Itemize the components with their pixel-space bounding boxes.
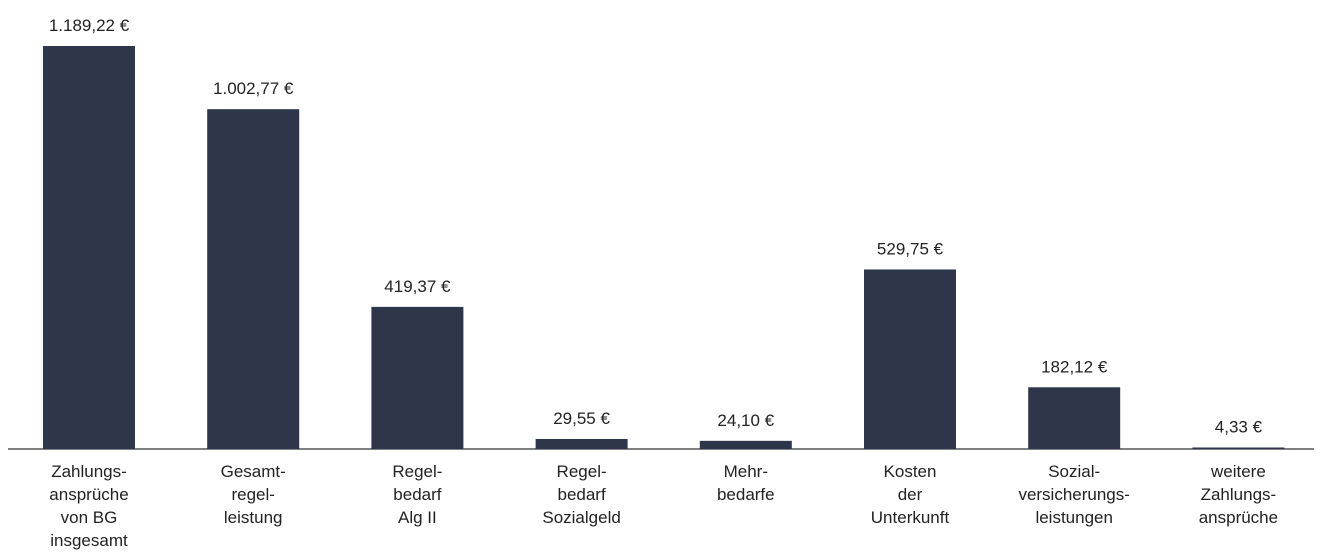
category-label-line: regel- [231,485,274,504]
category-label-line: Kosten [884,462,937,481]
category-label-7: weitere Zahlungs-ansprüche [1199,462,1278,527]
category-label-line: ansprüche [1199,508,1278,527]
category-label-line: bedarf [393,485,441,504]
category-label-line: Regel- [392,462,442,481]
category-label-line: weitere [1210,462,1266,481]
category-label-5: Kosten der Unterkunft [871,462,950,527]
category-label-line: leistungen [1035,508,1113,527]
category-label-line: der [898,485,923,504]
category-label-0: Zahlungs-ansprüche von BG insgesamt [49,462,128,550]
value-label-5: 529,75 € [877,239,944,258]
bar-1 [207,109,300,450]
value-label-7: 4,33 € [1215,418,1263,437]
category-label-line: Alg II [398,508,437,527]
category-label-1: Gesamt-regel-leistung [221,462,286,527]
bar-2 [371,306,464,449]
category-label-line: bedarfe [717,485,775,504]
bar-7 [1192,447,1285,449]
value-label-6: 182,12 € [1041,357,1108,376]
category-label-line: ansprüche [49,485,128,504]
bar-3 [535,438,628,449]
category-labels-layer: Zahlungs-ansprüche von BG insgesamt Gesamt-… [49,462,1278,550]
bar-6 [1028,387,1121,449]
category-label-line: bedarf [557,485,605,504]
category-label-line: von BG [61,508,118,527]
value-label-4: 24,10 € [717,411,774,430]
category-label-line: Zahlungs- [1201,485,1277,504]
category-label-4: Mehr-bedarfe [717,462,775,504]
category-label-3: Regel-bedarf Sozialgeld [542,462,620,527]
value-label-2: 419,37 € [384,277,451,296]
category-label-line: Mehr- [724,462,768,481]
value-label-3: 29,55 € [553,409,610,428]
category-label-line: leistung [224,508,283,527]
value-labels-layer: 1.189,22 € 1.002,77 € 419,37 € 29,55 € 24,10… [49,16,1263,437]
category-label-line: insgesamt [50,531,128,550]
bar-5 [864,269,956,449]
category-label-line: Gesamt- [221,462,286,481]
category-label-line: versicherungs- [1018,485,1130,504]
bar-4 [699,440,792,449]
category-label-line: Unterkunft [871,508,950,527]
category-label-2: Regel-bedarf Alg II [392,462,442,527]
bar-0 [43,46,135,449]
value-label-1: 1.002,77 € [213,79,294,98]
category-label-line: Sozialgeld [542,508,620,527]
category-label-line: Sozial- [1048,462,1100,481]
category-label-6: Sozial-versicherungs-leistungen [1018,462,1130,527]
category-label-line: Zahlungs- [51,462,127,481]
bars-layer [43,46,1285,450]
category-label-line: Regel- [557,462,607,481]
value-label-0: 1.189,22 € [49,16,130,35]
